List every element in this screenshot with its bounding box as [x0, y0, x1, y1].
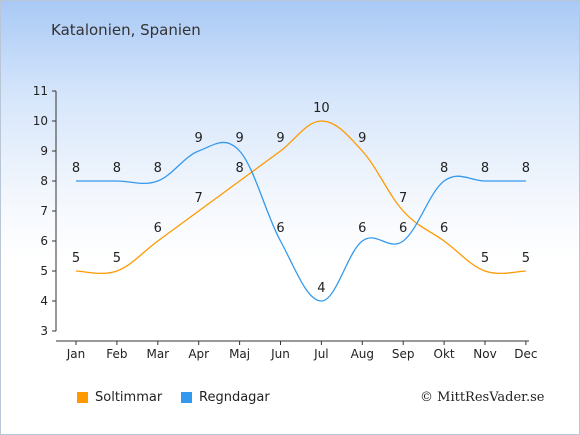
y-tick-label-3: 3 — [40, 324, 48, 338]
y-tick-label-11: 11 — [33, 84, 48, 98]
data-label-rain-jun: 6 — [276, 221, 284, 236]
data-label-rain-apr: 9 — [195, 131, 203, 146]
data-label-sun-mar: 6 — [154, 221, 162, 236]
data-label-rain-dec: 8 — [522, 161, 530, 176]
data-label-sun-dec: 5 — [522, 251, 530, 266]
data-label-rain-feb: 8 — [113, 161, 121, 176]
data-label-rain-maj: 9 — [235, 131, 243, 146]
place-title: Katalonien, Spanien — [51, 21, 201, 39]
legend-swatch-rain — [181, 392, 192, 403]
data-label-rain-jul: 4 — [317, 281, 325, 296]
data-label-sun-jul: 10 — [313, 101, 330, 116]
data-label-rain-sep: 6 — [399, 221, 407, 236]
x-tick-label-sep: Sep — [392, 347, 415, 361]
data-label-rain-okt: 8 — [440, 161, 448, 176]
legend-label-rain: Regndagar — [199, 390, 270, 405]
series-line-sun — [75, 120, 526, 275]
x-tick-label-jul: Jul — [313, 347, 328, 361]
data-label-sun-maj: 8 — [235, 161, 243, 176]
x-tick-label-maj: Maj — [229, 347, 250, 361]
legend-swatch-sun — [77, 392, 88, 403]
data-label-sun-aug: 9 — [358, 131, 366, 146]
data-label-sun-jan: 5 — [72, 251, 80, 266]
x-tick-label-jan: Jan — [66, 347, 86, 361]
data-label-rain-mar: 8 — [154, 161, 162, 176]
data-label-sun-nov: 5 — [481, 251, 489, 266]
y-tick-label-8: 8 — [40, 174, 48, 188]
data-label-rain-aug: 6 — [358, 221, 366, 236]
y-tick-label-5: 5 — [40, 264, 48, 278]
legend-label-sun: Soltimmar — [95, 390, 163, 405]
x-tick-label-okt: Okt — [434, 347, 455, 361]
y-tick-label-10: 10 — [33, 114, 48, 128]
y-tick-label-9: 9 — [40, 144, 48, 158]
data-label-rain-nov: 8 — [481, 161, 489, 176]
data-label-rain-jan: 8 — [72, 161, 80, 176]
series-line-rain — [76, 141, 526, 302]
data-label-sun-okt: 6 — [440, 221, 448, 236]
data-label-sun-jun: 9 — [276, 131, 284, 146]
x-tick-label-feb: Feb — [106, 347, 127, 361]
data-label-sun-apr: 7 — [195, 191, 203, 206]
x-tick-label-dec: Dec — [514, 347, 537, 361]
y-tick-label-6: 6 — [40, 234, 48, 248]
x-tick-label-apr: Apr — [188, 347, 209, 361]
x-tick-label-nov: Nov — [473, 347, 496, 361]
y-tick-label-7: 7 — [40, 204, 48, 218]
legend-item-sun: Soltimmar — [77, 390, 162, 405]
y-tick-label-4: 4 — [40, 294, 48, 308]
x-tick-label-aug: Aug — [351, 347, 374, 361]
x-tick-label-jun: Jun — [270, 347, 290, 361]
x-tick-label-mar: Mar — [146, 347, 169, 361]
data-label-sun-sep: 7 — [399, 191, 407, 206]
data-label-sun-feb: 5 — [113, 251, 121, 266]
copyright-text: © MittResVader.se — [420, 390, 545, 405]
legend-item-rain: Regndagar — [181, 390, 270, 405]
